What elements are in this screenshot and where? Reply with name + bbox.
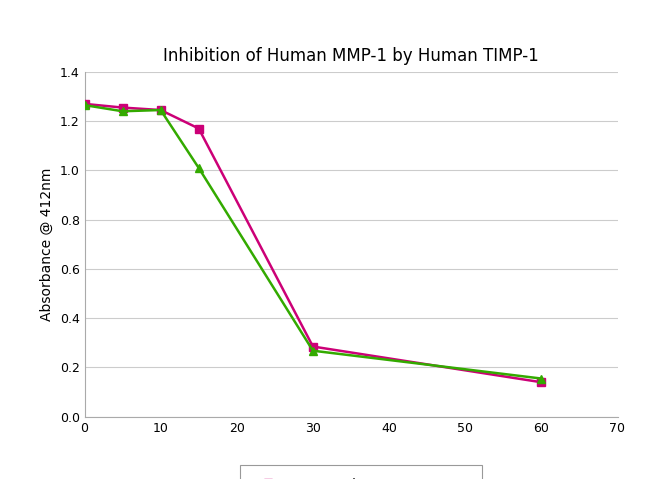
- Competitor Human TIMP-1: [309, 348, 317, 354]
- Title: Inhibition of Human MMP-1 by Human TIMP-1: Inhibition of Human MMP-1 by Human TIMP-…: [163, 47, 539, 65]
- Competitor Human TIMP-1: [157, 107, 164, 113]
- PeproTech Human TIMP-1: [157, 107, 164, 113]
- PeproTech Human TIMP-1: [119, 105, 127, 111]
- PeproTech Human TIMP-1: [309, 343, 317, 349]
- Competitor Human TIMP-1: [119, 108, 127, 114]
- Y-axis label: Absorbance @ 412nm: Absorbance @ 412nm: [40, 168, 54, 321]
- Competitor Human TIMP-1: [195, 165, 203, 171]
- Line: Competitor Human TIMP-1: Competitor Human TIMP-1: [81, 101, 545, 383]
- PeproTech Human TIMP-1: [195, 125, 203, 131]
- Line: PeproTech Human TIMP-1: PeproTech Human TIMP-1: [81, 100, 545, 387]
- Competitor Human TIMP-1: [81, 102, 88, 108]
- Competitor Human TIMP-1: [538, 376, 545, 381]
- Legend: PeproTech Human TIMP-1, Competitor Human TIMP-1: PeproTech Human TIMP-1, Competitor Human…: [240, 465, 482, 479]
- PeproTech Human TIMP-1: [81, 101, 88, 107]
- PeproTech Human TIMP-1: [538, 379, 545, 385]
